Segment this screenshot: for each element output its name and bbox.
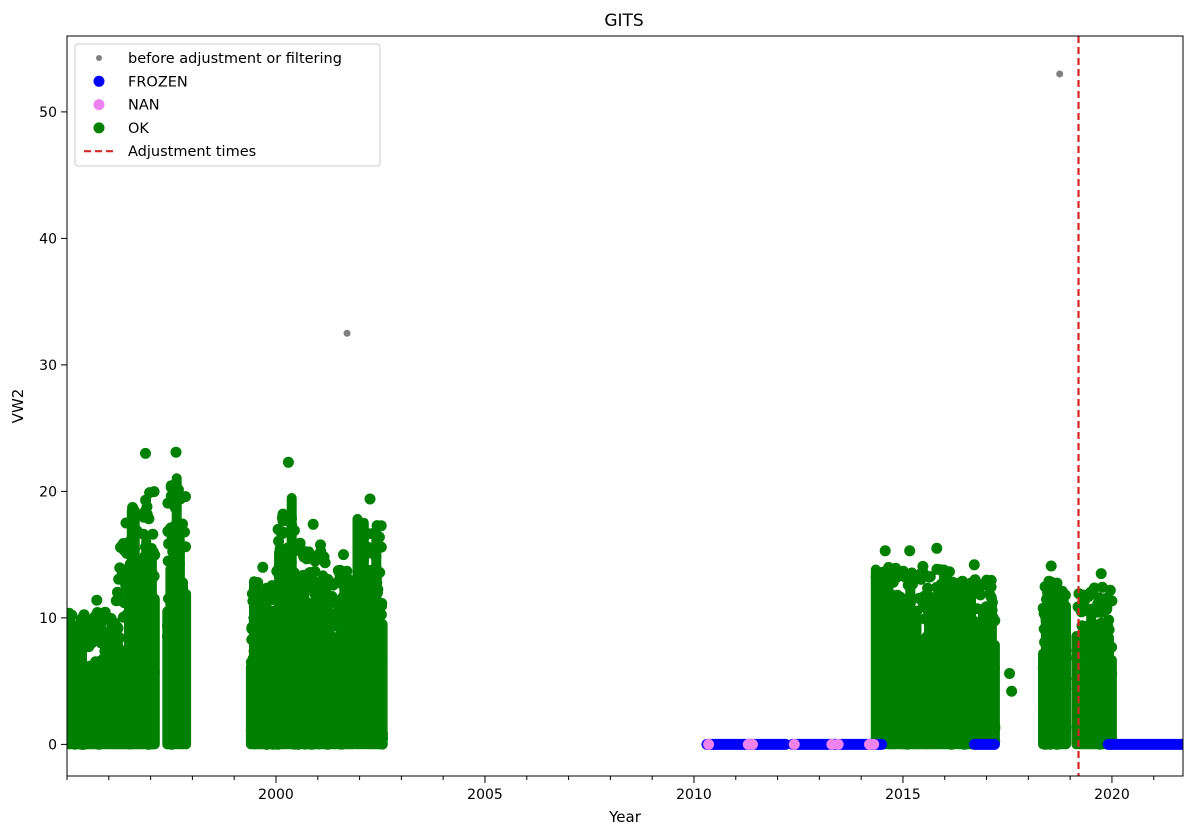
ok-point	[924, 571, 936, 583]
ok-point-column	[989, 639, 1000, 750]
ok-point	[67, 609, 78, 621]
y-tick-label: 10	[39, 611, 57, 627]
ok-point	[985, 574, 997, 586]
y-tick-label: 40	[39, 231, 57, 247]
legend-marker-swatch	[93, 122, 105, 134]
ok-point	[290, 540, 302, 552]
legend-label: before adjustment or filtering	[128, 51, 342, 67]
legend-label: OK	[128, 121, 149, 137]
ok-point	[1104, 584, 1116, 596]
ok-point	[1085, 586, 1097, 598]
y-tick-label: 30	[39, 358, 57, 374]
ok-point-column	[1061, 601, 1071, 750]
ok-point-column	[181, 588, 192, 750]
nan-point	[832, 738, 844, 750]
ok-point	[1095, 568, 1107, 580]
legend-label: NAN	[128, 98, 160, 114]
ok-point	[1006, 685, 1018, 697]
ok-point	[1106, 595, 1118, 607]
x-tick-label: 2000	[258, 787, 294, 803]
ok-point	[91, 609, 103, 621]
ok-point	[272, 523, 284, 535]
ok-point	[338, 549, 349, 561]
ok-point	[888, 573, 900, 585]
y-tick-label: 20	[39, 484, 57, 500]
ok-point	[290, 571, 301, 583]
ok-point	[1037, 602, 1049, 614]
ok-point	[86, 617, 98, 629]
frozen-segment	[1102, 738, 1183, 750]
ok-point	[318, 551, 330, 563]
legend-label: FROZEN	[128, 74, 188, 90]
ok-point	[277, 508, 289, 520]
ok-point	[1095, 606, 1107, 618]
y-tick-label: 50	[39, 105, 57, 121]
x-tick-label: 2015	[885, 787, 921, 803]
y-axis-label: VW2	[9, 389, 27, 424]
ok-point	[148, 486, 160, 498]
ok-point	[332, 575, 344, 587]
ok-point	[340, 568, 352, 580]
ok-point	[364, 493, 376, 505]
ok-point	[273, 535, 285, 547]
x-tick-label: 2010	[676, 787, 712, 803]
ok-point	[968, 559, 980, 571]
ok-point	[162, 497, 174, 509]
before-adjustment-point	[343, 329, 351, 337]
ok-point	[257, 561, 269, 573]
ok-point	[282, 456, 294, 468]
ok-point	[88, 628, 100, 640]
legend: before adjustment or filtering FROZEN NAN O…	[74, 43, 381, 167]
ok-point	[375, 520, 387, 532]
ok-point	[896, 567, 908, 579]
legend-box	[74, 43, 381, 167]
ok-point	[170, 446, 182, 458]
legend-marker-swatch	[93, 75, 105, 87]
y-tick-label: 0	[48, 737, 57, 753]
ok-point	[91, 594, 103, 606]
ok-point	[922, 582, 934, 594]
ok-point-column	[149, 593, 160, 750]
ok-point	[904, 545, 916, 557]
nan-point	[746, 738, 758, 750]
x-tick-label: 2020	[1094, 787, 1130, 803]
ok-point	[314, 716, 326, 728]
ok-point	[1096, 619, 1108, 631]
ok-point	[147, 528, 159, 540]
x-axis: 2000 2005 2010 2015 2020	[66, 776, 1155, 803]
ok-point-column	[1106, 655, 1117, 750]
ok-point	[1004, 668, 1016, 680]
frozen-segment	[969, 738, 1000, 750]
before-adjustment-point	[1056, 70, 1064, 78]
legend-marker-swatch	[93, 99, 105, 111]
x-axis-label: Year	[608, 808, 642, 826]
ok-point	[307, 553, 319, 565]
ok-point	[180, 491, 191, 503]
nan-point	[788, 738, 800, 750]
plot-frame	[66, 35, 1184, 777]
nan-point	[703, 738, 715, 750]
ok-point	[879, 545, 891, 557]
ok-point	[95, 619, 107, 631]
ok-point	[1045, 560, 1057, 572]
ok-point	[140, 447, 151, 459]
ok-point	[307, 518, 319, 530]
plot-points	[67, 70, 1183, 750]
chart-title: GITS	[604, 11, 643, 31]
y-axis: 0 10 20 30 40 50	[39, 105, 67, 753]
ok-point	[139, 505, 151, 517]
x-tick-label: 2005	[467, 787, 503, 803]
legend-marker-swatch	[96, 55, 102, 61]
ok-point	[917, 560, 929, 572]
ok-point	[931, 542, 943, 554]
legend-label: Adjustment times	[128, 144, 256, 160]
nan-point	[868, 738, 880, 750]
ok-point-column	[377, 619, 388, 750]
ok-point	[977, 579, 989, 591]
